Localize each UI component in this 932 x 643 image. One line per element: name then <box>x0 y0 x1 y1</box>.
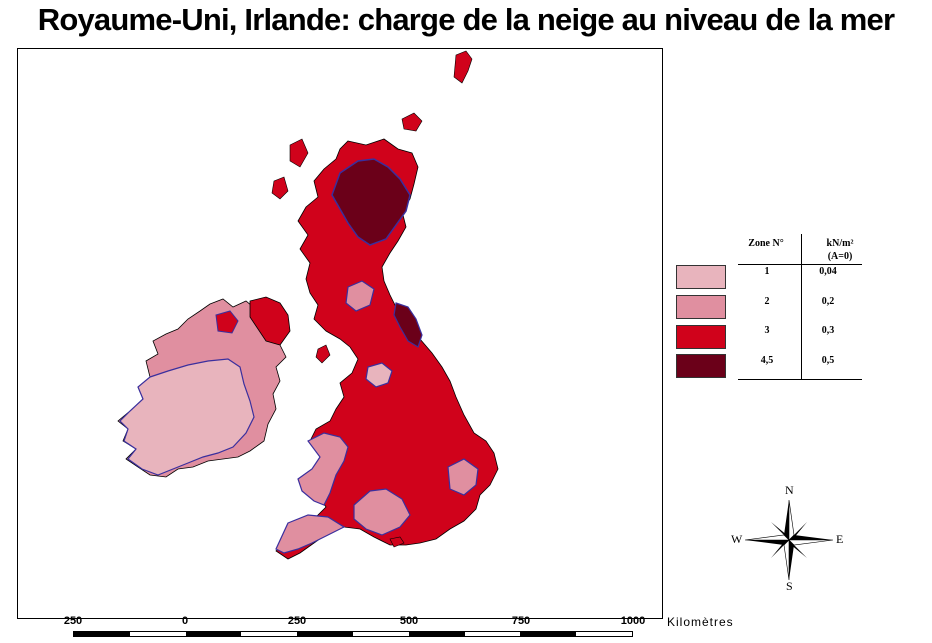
legend-swatch-zone-3 <box>676 325 726 349</box>
wales-zone-2 <box>297 432 349 506</box>
legend-header-zone: Zone N° <box>748 238 784 249</box>
scale-segment <box>520 632 577 636</box>
legend: Zone N° kN/m² (A=0) 1 0,04 2 0,2 3 0,3 4… <box>674 234 874 384</box>
compass-rose: N S E W <box>727 483 851 595</box>
scale-segment <box>297 632 353 636</box>
northern-ireland-zone-3 <box>249 296 291 346</box>
legend-divider-bottom <box>738 379 862 380</box>
legend-swatch-zone-1 <box>676 265 726 289</box>
map-frame <box>17 48 663 619</box>
map-canvas <box>117 50 499 560</box>
legend-value-1: 0,04 <box>819 266 837 277</box>
legend-zone-3: 3 <box>764 325 770 336</box>
legend-divider-vertical <box>801 234 802 380</box>
scale-segment <box>74 632 130 636</box>
shetland-islands <box>453 50 473 84</box>
scale-bar-group: 250 0 250 500 750 1000 Kilomètres <box>0 612 932 643</box>
scale-unit: Kilomètres <box>667 615 734 629</box>
compass-e: E <box>836 532 844 546</box>
compass-n: N <box>785 483 794 497</box>
ireland-zone-3-spot <box>215 310 239 334</box>
scale-segment <box>576 632 632 636</box>
compass-rose-icon <box>744 499 834 581</box>
isle-of-wight <box>389 536 405 548</box>
compass-w: W <box>731 532 743 546</box>
scale-bar <box>73 631 633 637</box>
scale-tick-label: 500 <box>399 615 419 627</box>
hebrides-islands <box>271 138 309 200</box>
east-anglia-zone-2 <box>447 458 479 496</box>
scale-tick-label: 1000 <box>620 615 646 627</box>
scale-segment <box>241 632 298 636</box>
ireland-zone-1 <box>119 358 255 476</box>
isle-of-man <box>315 344 331 364</box>
orkney-islands <box>401 112 423 132</box>
legend-value-3: 0,3 <box>821 325 835 336</box>
legend-swatch-zone-2 <box>676 295 726 319</box>
scotland-zone-2-patch <box>345 280 375 312</box>
legend-header-note: (A=0) <box>827 251 853 262</box>
legend-zone-2: 2 <box>764 296 770 307</box>
legend-header-load: kN/m² <box>826 238 854 249</box>
england-zone-1-patch <box>365 362 393 388</box>
legend-swatch-zone-45 <box>676 354 726 378</box>
scale-segment <box>352 632 409 636</box>
south-england-zone-2 <box>353 488 411 536</box>
scale-segment <box>464 632 521 636</box>
legend-value-2: 0,2 <box>821 296 835 307</box>
scale-segment <box>129 632 186 636</box>
scale-segment <box>185 632 242 636</box>
scale-tick-label: 250 <box>63 615 83 627</box>
pennines-zone-45 <box>393 302 423 348</box>
scale-tick-label: 750 <box>511 615 531 627</box>
compass-s: S <box>786 579 793 593</box>
scale-tick-label: 0 <box>181 615 189 627</box>
legend-value-45: 0,5 <box>821 355 835 366</box>
legend-zone-1: 1 <box>764 266 770 277</box>
highlands-zone-45 <box>331 158 411 246</box>
legend-divider-top <box>738 264 862 265</box>
southwest-zone-2 <box>275 514 346 554</box>
legend-zone-45: 4,5 <box>760 355 774 366</box>
scale-tick-label: 250 <box>287 615 307 627</box>
map-title: Royaume-Uni, Irlande: charge de la neige… <box>37 2 895 37</box>
scale-segment <box>408 632 465 636</box>
